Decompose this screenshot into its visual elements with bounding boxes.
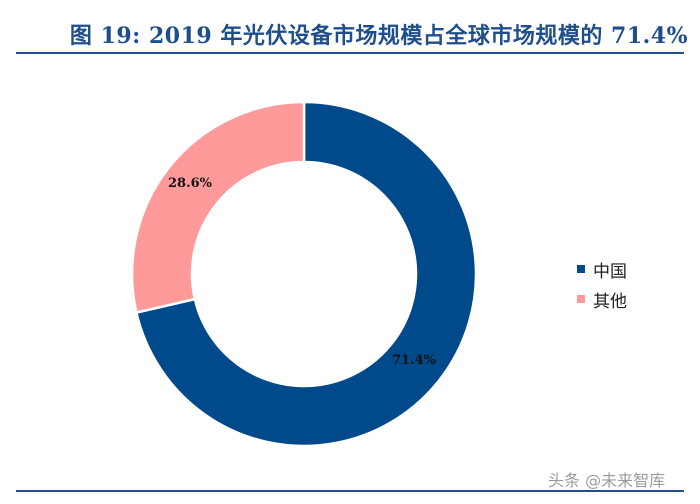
legend-swatch-china [577,265,585,273]
legend-label-other: 其他 [593,291,627,312]
legend: 中国 其他 [577,254,627,314]
title-rule [16,52,684,54]
legend-label-china: 中国 [593,261,627,282]
bottom-rule [16,490,684,492]
watermark: 头条 @未来智库 [548,471,666,490]
slice-other [130,100,306,315]
data-label-china: 71.4% [392,353,437,368]
data-label-other: 28.6% [168,176,213,191]
slice-china [134,100,478,448]
figure-title: 图 19: 2019 年光伏设备市场规模占全球市场规模的 71.4% [69,23,688,49]
legend-swatch-other [577,295,585,303]
legend-item-china: 中国 [577,254,627,284]
legend-item-other: 其他 [577,284,627,314]
